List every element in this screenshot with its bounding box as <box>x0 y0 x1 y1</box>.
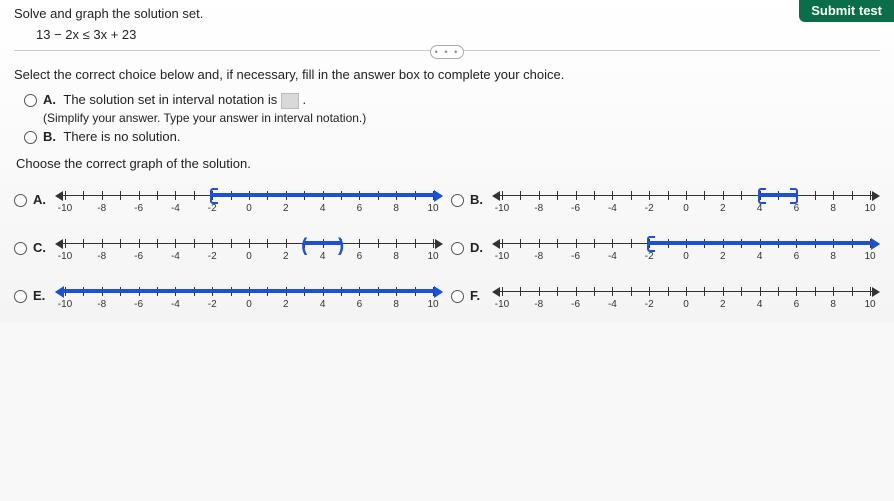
submit-test-button[interactable]: Submit test <box>799 0 894 22</box>
choice-a-text-before: The solution set in interval notation is <box>63 92 281 107</box>
choice-a-answer-input[interactable] <box>281 93 299 109</box>
graph-b-row: B. -10-8-6-4-20246810 <box>451 179 880 221</box>
graph-a-row: A. -10-8-6-4-20246810 <box>14 179 443 221</box>
content-area: Solve and graph the solution set. 13 − 2… <box>0 0 894 323</box>
choice-a-hint: (Simplify your answer. Type your answer … <box>43 111 366 125</box>
problem-instruction: Solve and graph the solution set. <box>14 6 880 21</box>
graph-f-radio[interactable] <box>451 290 464 303</box>
graph-e-row: E. -10-8-6-4-20246810 <box>14 275 443 317</box>
graph-a-radio[interactable] <box>14 194 27 207</box>
choice-b-text: There is no solution. <box>63 129 180 144</box>
choice-a-content: A. The solution set in interval notation… <box>43 92 366 125</box>
graph-b-radio[interactable] <box>451 194 464 207</box>
problem-equation: 13 − 2x ≤ 3x + 23 <box>36 27 880 42</box>
choice-a-radio[interactable] <box>24 94 37 107</box>
choice-b-content: B. There is no solution. <box>43 129 180 144</box>
graph-e-label: E. <box>33 288 49 303</box>
numberline-c: -10-8-6-4-20246810() <box>55 227 443 269</box>
numberline-f: -10-8-6-4-20246810 <box>492 275 880 317</box>
numberline-a: -10-8-6-4-20246810 <box>55 179 443 221</box>
graph-d-label: D. <box>470 240 486 255</box>
expand-dots-button[interactable]: • • • <box>430 45 464 59</box>
numberline-e: -10-8-6-4-20246810 <box>55 275 443 317</box>
graph-d-row: D. -10-8-6-4-20246810 <box>451 227 880 269</box>
graph-f-row: F. -10-8-6-4-20246810 <box>451 275 880 317</box>
select-prompt: Select the correct choice below and, if … <box>14 67 880 82</box>
graph-c-label: C. <box>33 240 49 255</box>
graph-grid: A. -10-8-6-4-20246810 B. -10-8-6-4-20246… <box>14 179 880 317</box>
choice-a-text-after: . <box>303 92 307 107</box>
numberline-b: -10-8-6-4-20246810 <box>492 179 880 221</box>
graph-c-radio[interactable] <box>14 242 27 255</box>
graph-e-radio[interactable] <box>14 290 27 303</box>
graph-d-radio[interactable] <box>451 242 464 255</box>
choice-b-row: B. There is no solution. <box>24 129 880 144</box>
graph-a-label: A. <box>33 192 49 207</box>
graph-c-row: C. -10-8-6-4-20246810() <box>14 227 443 269</box>
choice-b-label: B. <box>43 129 56 144</box>
choice-a-label: A. <box>43 92 56 107</box>
graph-b-label: B. <box>470 192 486 207</box>
choice-a-row: A. The solution set in interval notation… <box>24 92 880 125</box>
graph-prompt: Choose the correct graph of the solution… <box>16 156 880 171</box>
numberline-d: -10-8-6-4-20246810 <box>492 227 880 269</box>
choice-b-radio[interactable] <box>24 131 37 144</box>
graph-f-label: F. <box>470 288 486 303</box>
